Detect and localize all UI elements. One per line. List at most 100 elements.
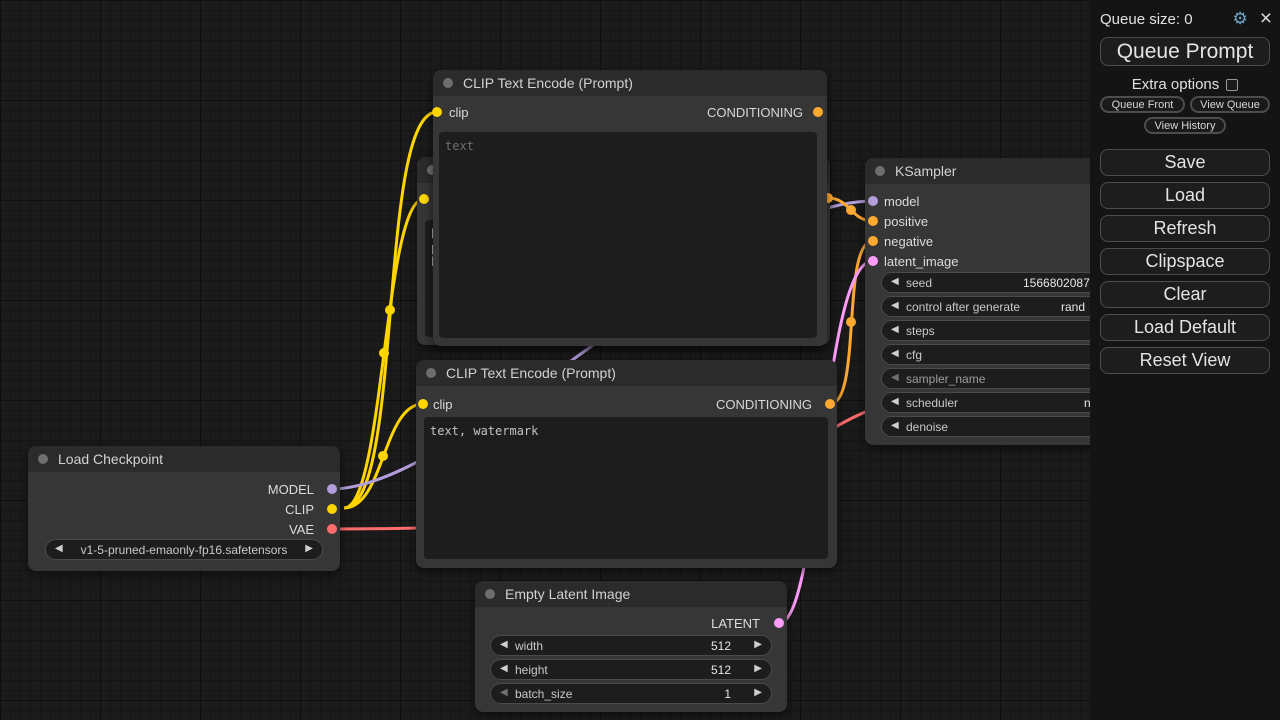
- link-dot: [846, 205, 856, 215]
- collapse-dot-icon[interactable]: [443, 78, 453, 88]
- decrement-arrow-icon[interactable]: ◀: [891, 276, 899, 287]
- input-positive-label: positive: [884, 214, 929, 229]
- output-conditioning-port[interactable]: [813, 107, 823, 117]
- input-clip-port[interactable]: [432, 107, 442, 117]
- input-latent-image-port[interactable]: [868, 256, 878, 266]
- collapse-dot-icon[interactable]: [38, 454, 48, 464]
- scheduler-widget[interactable]: ◀ scheduler n: [881, 392, 1123, 413]
- increment-arrow-icon[interactable]: ▶: [754, 663, 762, 674]
- save-button[interactable]: Save: [1100, 149, 1270, 176]
- reset-view-button[interactable]: Reset View: [1100, 347, 1270, 374]
- decrement-arrow-icon[interactable]: ◀: [891, 396, 899, 407]
- output-model-label: MODEL: [267, 482, 314, 497]
- node-title: CLIP Text Encode (Prompt): [463, 75, 633, 91]
- collapse-dot-icon[interactable]: [875, 166, 885, 176]
- collapse-dot-icon[interactable]: [426, 368, 436, 378]
- control-after-generate-widget[interactable]: ◀ control after generate rand: [881, 296, 1123, 317]
- decrement-arrow-icon[interactable]: ◀: [891, 420, 899, 431]
- comfy-menu-panel: Queue size: 0 ⚙ × Queue Prompt Extra opt…: [1090, 0, 1280, 720]
- refresh-button[interactable]: Refresh: [1100, 215, 1270, 242]
- batch-size-widget[interactable]: ◀ batch_size 1 ▶: [490, 683, 772, 704]
- output-vae-port[interactable]: [327, 524, 337, 534]
- node-titlebar[interactable]: CLIP Text Encode (Prompt): [433, 70, 827, 96]
- input-clip-label: clip: [433, 397, 453, 412]
- close-icon[interactable]: ×: [1259, 7, 1272, 30]
- increment-arrow-icon[interactable]: ▶: [754, 639, 762, 650]
- node-load-checkpoint[interactable]: Load Checkpoint MODEL CLIP VAE ◀ v1-5-pr…: [28, 446, 340, 571]
- output-latent-label: LATENT: [711, 616, 760, 631]
- view-queue-button[interactable]: View Queue: [1190, 96, 1270, 113]
- view-history-button[interactable]: View History: [1144, 117, 1226, 134]
- decrement-arrow-icon[interactable]: ◀: [891, 324, 899, 335]
- node-titlebar[interactable]: CLIP Text Encode (Prompt): [416, 360, 837, 386]
- decrement-arrow-icon[interactable]: ◀: [891, 300, 899, 311]
- load-default-button[interactable]: Load Default: [1100, 314, 1270, 341]
- decrement-arrow-icon[interactable]: ◀: [500, 639, 508, 650]
- widget-label: seed: [906, 276, 933, 290]
- link-dot: [846, 317, 856, 327]
- link-dot: [379, 348, 389, 358]
- node-titlebar[interactable]: Empty Latent Image: [475, 581, 787, 607]
- queue-front-button[interactable]: Queue Front: [1100, 96, 1185, 113]
- output-model-port[interactable]: [327, 484, 337, 494]
- decrement-arrow-icon[interactable]: ◀: [500, 687, 508, 698]
- ckpt-name-widget[interactable]: ◀ v1-5-pruned-emaonly-fp16.safetensors ▶: [45, 539, 323, 560]
- node-titlebar[interactable]: Load Checkpoint: [28, 446, 340, 472]
- node-clip-text-encode-top[interactable]: CLIP Text Encode (Prompt) clip CONDITION…: [432, 70, 827, 346]
- height-widget[interactable]: ◀ height 512 ▶: [490, 659, 772, 680]
- seed-widget[interactable]: ◀ seed 1566802087: [881, 272, 1123, 293]
- widget-value: 1: [724, 687, 731, 701]
- input-negative-port[interactable]: [868, 236, 878, 246]
- widget-label: sampler_name: [906, 372, 986, 386]
- input-clip-port[interactable]: [419, 194, 429, 204]
- decrement-arrow-icon[interactable]: ◀: [891, 348, 899, 359]
- output-conditioning-label: CONDITIONING: [715, 397, 812, 412]
- widget-value: 1566802087: [1023, 276, 1090, 290]
- input-clip-label: clip: [449, 105, 469, 120]
- denoise-widget[interactable]: ◀ denoise: [881, 416, 1123, 437]
- input-positive-port[interactable]: [868, 216, 878, 226]
- widget-value: 512: [710, 663, 731, 677]
- node-empty-latent-image[interactable]: Empty Latent Image LATENT ◀ width 512 ▶ …: [475, 581, 787, 712]
- widget-label: denoise: [906, 420, 949, 434]
- output-conditioning-port[interactable]: [825, 399, 835, 409]
- prompt-textarea[interactable]: text: [439, 132, 817, 338]
- queue-prompt-button[interactable]: Queue Prompt: [1100, 37, 1270, 66]
- node-title: KSampler: [895, 163, 957, 179]
- input-model-port[interactable]: [868, 196, 878, 206]
- widget-label: scheduler: [906, 396, 959, 410]
- decrement-arrow-icon[interactable]: ◀: [891, 372, 899, 383]
- increment-arrow-icon[interactable]: ▶: [754, 687, 762, 698]
- extra-options-checkbox[interactable]: [1226, 78, 1239, 91]
- ckpt-name-value: v1-5-pruned-emaonly-fp16.safetensors: [80, 543, 288, 557]
- cfg-widget[interactable]: ◀ cfg: [881, 344, 1123, 365]
- node-title: CLIP Text Encode (Prompt): [446, 365, 616, 381]
- widget-label: height: [515, 663, 548, 677]
- extra-options-label: Extra options: [1131, 76, 1220, 93]
- output-latent-port[interactable]: [774, 618, 784, 628]
- width-widget[interactable]: ◀ width 512 ▶: [490, 635, 772, 656]
- input-model-label: model: [884, 194, 920, 209]
- output-conditioning-label: CONDITIONING: [706, 105, 803, 120]
- widget-value: rand: [1061, 300, 1086, 314]
- widget-label: cfg: [906, 348, 923, 362]
- prev-value-arrow-icon[interactable]: ◀: [55, 543, 63, 554]
- node-clip-text-encode-negative[interactable]: CLIP Text Encode (Prompt) clip CONDITION…: [416, 360, 837, 568]
- next-value-arrow-icon[interactable]: ▶: [305, 543, 313, 554]
- input-clip-port[interactable]: [418, 399, 428, 409]
- node-title: Load Checkpoint: [58, 451, 164, 467]
- prompt-textarea[interactable]: text, watermark: [424, 417, 828, 559]
- output-clip-port[interactable]: [327, 504, 337, 514]
- clipspace-button[interactable]: Clipspace: [1100, 248, 1270, 275]
- steps-widget[interactable]: ◀ steps: [881, 320, 1123, 341]
- widget-value: 512: [710, 639, 731, 653]
- settings-gear-icon[interactable]: ⚙: [1232, 9, 1248, 28]
- decrement-arrow-icon[interactable]: ◀: [500, 663, 508, 674]
- widget-label: control after generate: [906, 300, 1021, 314]
- collapse-dot-icon[interactable]: [485, 589, 495, 599]
- widget-label: steps: [906, 324, 935, 338]
- clear-button[interactable]: Clear: [1100, 281, 1270, 308]
- sampler-name-widget[interactable]: ◀ sampler_name: [881, 368, 1123, 389]
- load-button[interactable]: Load: [1100, 182, 1270, 209]
